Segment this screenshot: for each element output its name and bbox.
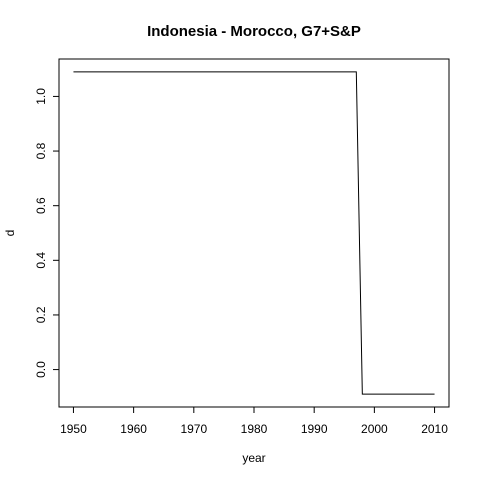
y-tick-label: 0.8 bbox=[34, 142, 48, 159]
x-tick-label: 1990 bbox=[301, 422, 328, 436]
series-line bbox=[73, 71, 435, 395]
x-axis: 1950 1960 1970 1980 1990 2000 2010 bbox=[60, 406, 448, 436]
x-tick-label: 2010 bbox=[421, 422, 448, 436]
x-tick-label: 1950 bbox=[60, 422, 87, 436]
y-tick-label: 1.0 bbox=[34, 88, 48, 105]
y-axis-label: d bbox=[3, 230, 17, 237]
x-tick-label: 1980 bbox=[241, 422, 268, 436]
x-tick-label: 1970 bbox=[180, 422, 207, 436]
x-tick-label: 2000 bbox=[361, 422, 388, 436]
x-tick-label: 1960 bbox=[120, 422, 147, 436]
plot-area-border bbox=[58, 58, 450, 408]
y-tick-label: 0.4 bbox=[34, 252, 48, 269]
y-tick-label: 0.0 bbox=[34, 361, 48, 378]
chart-title: Indonesia - Morocco, G7+S&P bbox=[147, 23, 361, 40]
y-axis: 0.0 0.2 0.4 0.6 0.8 1.0 bbox=[34, 88, 60, 378]
y-tick-label: 0.2 bbox=[34, 306, 48, 323]
series-layer bbox=[73, 71, 435, 395]
y-tick-label: 0.6 bbox=[34, 197, 48, 214]
x-axis-label: year bbox=[242, 451, 265, 465]
